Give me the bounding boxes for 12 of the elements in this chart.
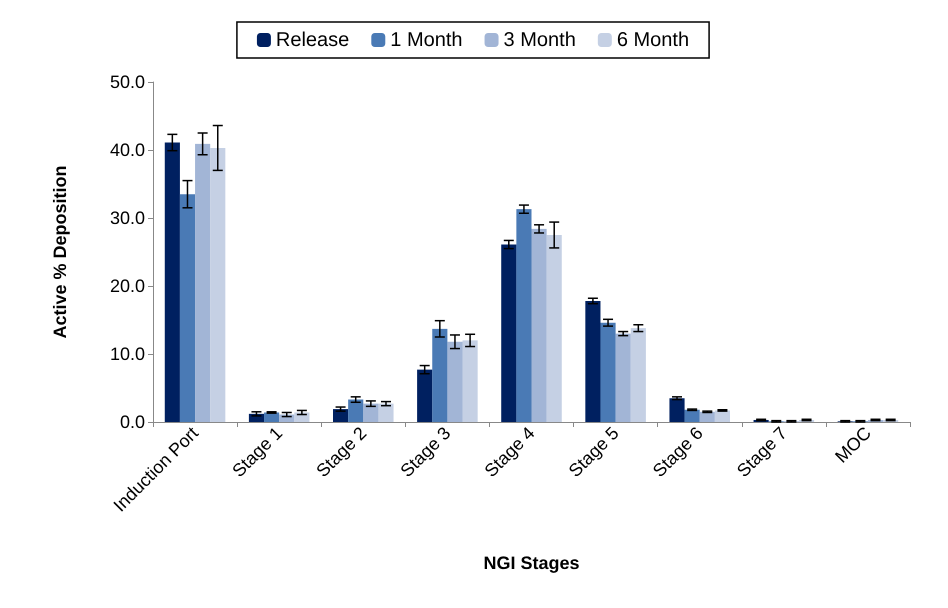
x-axis-title: NGI Stages — [483, 553, 580, 573]
y-tick-label: 20.0 — [110, 276, 145, 296]
y-tick-label: 0.0 — [120, 412, 145, 432]
y-tick-label: 50.0 — [110, 72, 145, 92]
legend-label: Release — [276, 29, 350, 51]
y-tick-label: 30.0 — [110, 208, 145, 228]
legend-label: 1 Month — [390, 29, 463, 51]
y-tick-label: 40.0 — [110, 140, 145, 160]
y-axis-title: Active % Deposition — [50, 165, 70, 339]
legend-label: 6 Month — [616, 29, 690, 51]
y-tick-label: 10.0 — [110, 344, 145, 364]
legend-label: 3 Month — [504, 29, 576, 51]
